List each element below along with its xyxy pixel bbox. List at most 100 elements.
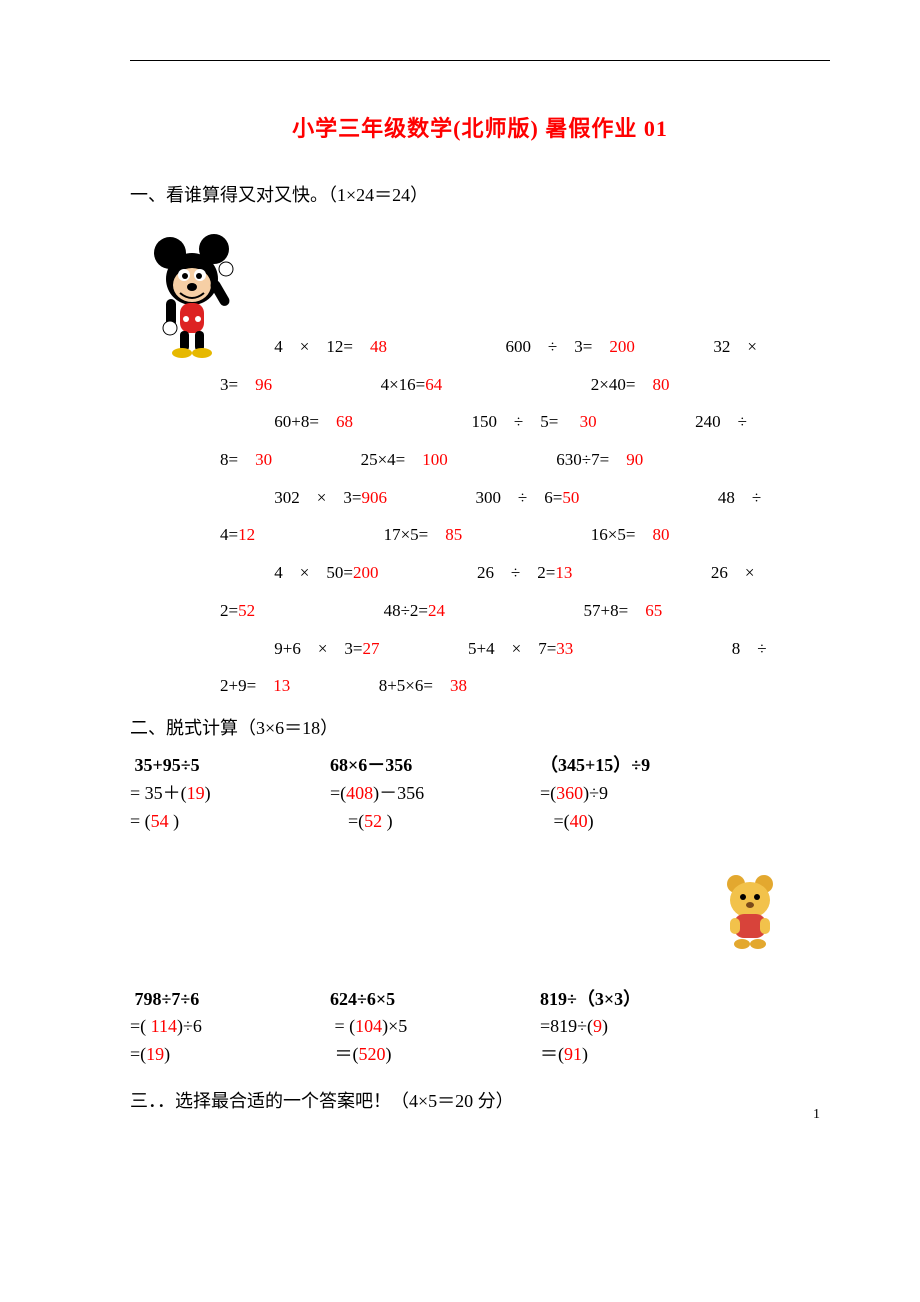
calc-col: 35+95÷5 = 35＋(19) = (54 ): [130, 752, 330, 836]
answer: 13: [555, 563, 572, 582]
document-title: 小学三年级数学(北师版) 暑假作业 01: [130, 111, 830, 143]
calc-step: =( 114)÷6: [130, 1013, 330, 1041]
math-row: 2+9= 13 8+5×6= 38: [220, 668, 830, 704]
expr: 150 ÷ 5=: [471, 412, 579, 431]
mental-math-block: 4 × 12= 48 600 ÷ 3= 200 32 × 3= 96 4×16=…: [220, 329, 830, 704]
expr: 600 ÷ 3=: [505, 337, 609, 356]
answer: 12: [238, 525, 255, 544]
section-2-heading: 二、脱式计算（3×6＝18）: [130, 714, 830, 740]
page-container: 小学三年级数学(北师版) 暑假作业 01 一、看谁算得又对又快。（1×24＝24…: [0, 0, 920, 1153]
expr: 5+4 × 7=: [468, 639, 556, 658]
section-1-heading: 一、看谁算得又对又快。（1×24＝24）: [130, 181, 830, 207]
answer: 52: [238, 601, 255, 620]
answer: 906: [361, 488, 387, 507]
calc-step: = (104)×5: [330, 1013, 540, 1041]
answer: 85: [445, 525, 462, 544]
calc-result: =(52 ): [330, 808, 540, 836]
answer: 30: [580, 412, 597, 431]
answer: 38: [450, 676, 467, 695]
expr: 4 × 12=: [274, 337, 370, 356]
calc-step: =(360)÷9: [540, 780, 750, 808]
calc-col: 68×6－356 =(408)－356 =(52 ): [330, 752, 540, 836]
calc-grid-upper: 35+95÷5 = 35＋(19) = (54 ) 68×6－356 =(408…: [130, 752, 830, 836]
math-row: 4 × 50=200 26 ÷ 2=13 26 ×: [220, 555, 830, 591]
expr: 25×4=: [361, 450, 423, 469]
expr: 26 ×: [711, 563, 755, 582]
page-number: 1: [813, 1107, 820, 1123]
section-3-heading: 三．．选择最合适的一个答案吧！（4×5＝20 分）: [130, 1087, 830, 1113]
calc-result: = (54 ): [130, 808, 330, 836]
answer: 65: [645, 601, 662, 620]
calc-problem: 68×6－356: [330, 752, 540, 780]
math-row: 2=52 48÷2=24 57+8= 65: [220, 593, 830, 629]
math-row: 8= 30 25×4= 100 630÷7= 90: [220, 442, 830, 478]
calc-result: =(40): [540, 808, 750, 836]
calc-result: ＝(520): [330, 1041, 540, 1069]
expr: 2×40=: [591, 375, 653, 394]
answer: 33: [556, 639, 573, 658]
expr: 57+8=: [584, 601, 646, 620]
calc-problem: 819÷（3×3）: [540, 986, 750, 1014]
expr: 302 × 3=: [274, 488, 361, 507]
calc-problem: 624÷6×5: [330, 986, 540, 1014]
expr: 60+8=: [274, 412, 336, 431]
answer: 48: [370, 337, 387, 356]
math-row: 4 × 12= 48 600 ÷ 3= 200 32 ×: [220, 329, 830, 365]
calc-step: =(408)－356: [330, 780, 540, 808]
mickey-image: [130, 219, 250, 359]
answer: 80: [652, 375, 669, 394]
calc-col: （345+15）÷9 =(360)÷9 =(40): [540, 752, 750, 836]
expr: 300 ÷ 6=: [475, 488, 562, 507]
calc-col: 798÷7÷6 =( 114)÷6 =(19): [130, 986, 330, 1070]
calc-step: =819÷(9): [540, 1013, 750, 1041]
calc-problem: （345+15）÷9: [540, 752, 750, 780]
calc-result: =(19): [130, 1041, 330, 1069]
math-row: 3= 96 4×16=64 2×40= 80: [220, 367, 830, 403]
expr: 8=: [220, 450, 255, 469]
expr: 4 × 50=: [274, 563, 353, 582]
expr: 3=: [220, 375, 255, 394]
expr: 4=: [220, 525, 238, 544]
answer: 30: [255, 450, 272, 469]
answer: 100: [422, 450, 448, 469]
expr: 8+5×6=: [379, 676, 450, 695]
bear-image: [720, 870, 780, 950]
math-row: 302 × 3=906 300 ÷ 6=50 48 ÷: [220, 480, 830, 516]
expr: 16×5=: [591, 525, 653, 544]
calc-problem: 798÷7÷6: [130, 986, 330, 1014]
math-row: 4=12 17×5= 85 16×5= 80: [220, 517, 830, 553]
expr: 26 ÷ 2=: [477, 563, 555, 582]
calc-col: 819÷（3×3） =819÷(9) ＝(91): [540, 986, 750, 1070]
answer: 90: [626, 450, 643, 469]
calc-result: ＝(91): [540, 1041, 750, 1069]
math-row: 60+8= 68 150 ÷ 5= 30 240 ÷: [220, 404, 830, 440]
expr: 32 ×: [713, 337, 757, 356]
answer: 64: [425, 375, 442, 394]
answer: 96: [255, 375, 272, 394]
answer: 80: [652, 525, 669, 544]
math-row: 9+6 × 3=27 5+4 × 7=33 8 ÷: [220, 631, 830, 667]
top-divider: [130, 60, 830, 61]
answer: 13: [273, 676, 290, 695]
calc-col: 624÷6×5 = (104)×5 ＝(520): [330, 986, 540, 1070]
calc-grid-lower: 798÷7÷6 =( 114)÷6 =(19) 624÷6×5 = (104)×…: [130, 986, 830, 1070]
calc-step: = 35＋(19): [130, 780, 330, 808]
calc-problem: 35+95÷5: [130, 752, 330, 780]
expr: 240 ÷: [695, 412, 747, 431]
answer: 24: [428, 601, 445, 620]
section-2: 二、脱式计算（3×6＝18） 35+95÷5 = 35＋(19) = (54 )…: [130, 714, 830, 1069]
expr: 17×5=: [384, 525, 446, 544]
expr: 9+6 × 3=: [274, 639, 362, 658]
answer: 200: [353, 563, 379, 582]
expr: 630÷7=: [556, 450, 626, 469]
expr: 48 ÷: [718, 488, 761, 507]
expr: 2+9=: [220, 676, 273, 695]
expr: 4×16=: [381, 375, 426, 394]
expr: 8 ÷: [732, 639, 767, 658]
answer: 68: [336, 412, 353, 431]
answer: 200: [609, 337, 635, 356]
expr: 2=: [220, 601, 238, 620]
answer: 27: [363, 639, 380, 658]
expr: 48÷2=: [384, 601, 428, 620]
answer: 50: [562, 488, 579, 507]
